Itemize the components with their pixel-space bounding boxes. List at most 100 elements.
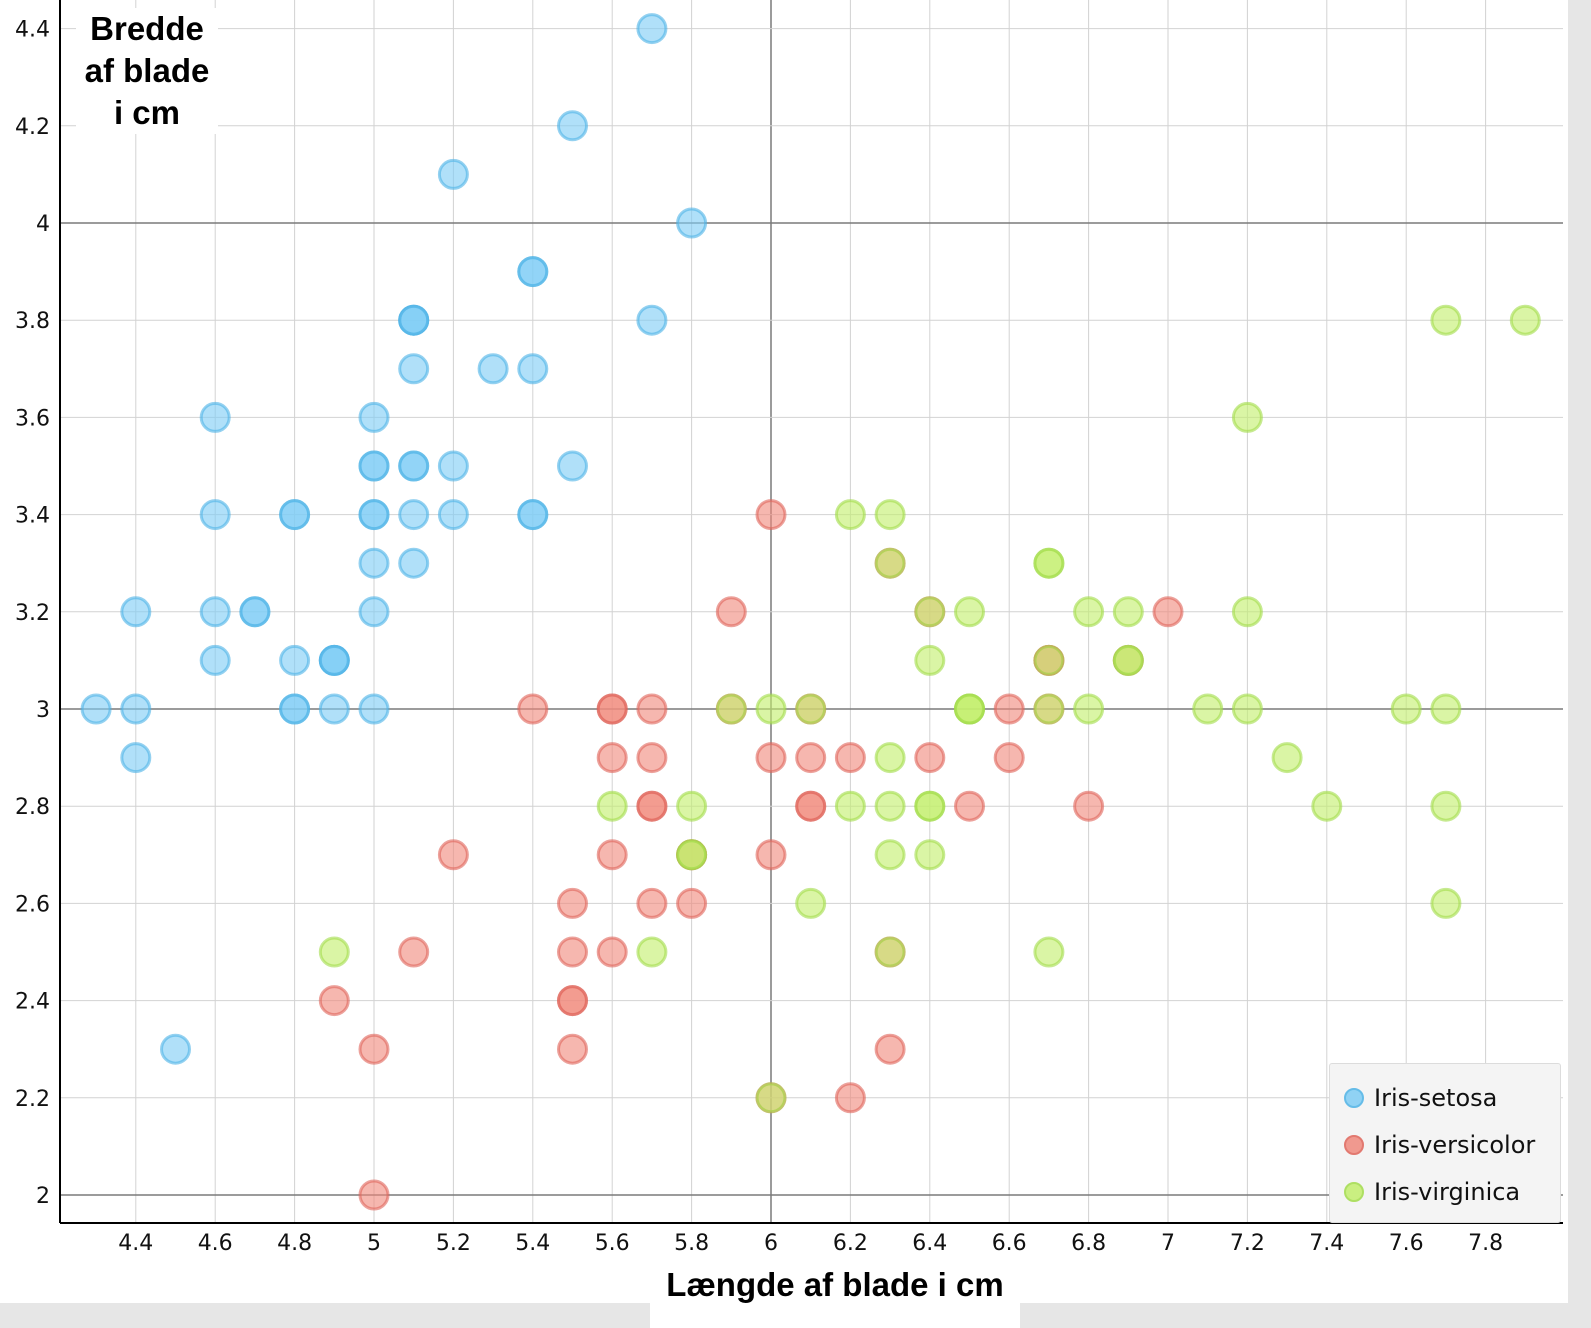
y-tick-label: 3 <box>36 698 50 723</box>
data-point-setosa <box>279 499 311 531</box>
x-tick-label: 6.6 <box>992 1231 1027 1256</box>
x-tick-label: 6 <box>764 1231 778 1256</box>
legend-item-setosa[interactable]: Iris-setosa <box>1344 1082 1497 1114</box>
data-point-setosa <box>120 742 152 774</box>
data-point-virginica <box>1390 693 1422 725</box>
window-edge <box>1568 0 1591 1328</box>
data-point-setosa <box>676 207 708 239</box>
data-point-virginica <box>795 887 827 919</box>
x-tick-label: 6.4 <box>912 1231 947 1256</box>
data-point-virginica <box>914 644 946 676</box>
data-point-versicolor <box>914 742 946 774</box>
legend-swatch-versicolor <box>1344 1135 1364 1155</box>
x-tick-label: 5.2 <box>436 1231 471 1256</box>
data-point-setosa <box>398 450 430 482</box>
data-point-versicolor <box>596 742 628 774</box>
x-tick-label: 5 <box>367 1231 381 1256</box>
data-point-setosa <box>239 596 271 628</box>
data-point-versicolor <box>993 693 1025 725</box>
data-point-virginica <box>1033 693 1065 725</box>
data-point-virginica <box>755 693 787 725</box>
data-point-virginica <box>1430 693 1462 725</box>
legend-swatch-virginica <box>1344 1182 1364 1202</box>
data-point-versicolor <box>636 887 668 919</box>
x-tick-label: 4.8 <box>277 1231 312 1256</box>
x-tick-label: 7.6 <box>1389 1231 1424 1256</box>
data-point-virginica <box>1033 547 1065 579</box>
data-point-versicolor <box>596 839 628 871</box>
data-point-versicolor <box>834 742 866 774</box>
data-point-versicolor <box>993 742 1025 774</box>
data-point-virginica <box>834 790 866 822</box>
data-point-virginica <box>795 693 827 725</box>
data-point-virginica <box>1430 304 1462 336</box>
data-point-versicolor <box>676 887 708 919</box>
data-point-virginica <box>1192 693 1224 725</box>
data-point-virginica <box>874 936 906 968</box>
data-point-virginica <box>874 790 906 822</box>
data-point-setosa <box>517 499 549 531</box>
data-point-versicolor <box>318 985 350 1017</box>
x-tick-label: 5.6 <box>595 1231 630 1256</box>
y-tick-label: 2.8 <box>15 795 50 820</box>
data-point-virginica <box>954 596 985 628</box>
legend-label: Iris-versicolor <box>1374 1131 1536 1159</box>
data-point-versicolor <box>795 742 827 774</box>
data-point-setosa <box>437 158 469 190</box>
data-point-setosa <box>160 1033 191 1065</box>
data-point-virginica <box>914 596 946 628</box>
data-point-virginica <box>1430 887 1462 919</box>
x-tick-label: 6.2 <box>833 1231 868 1256</box>
data-point-virginica <box>1311 790 1343 822</box>
data-point-versicolor <box>795 790 827 822</box>
data-point-virginica <box>1231 693 1263 725</box>
data-point-versicolor <box>557 887 588 919</box>
legend-item-virginica[interactable]: Iris-virginica <box>1344 1176 1520 1208</box>
data-point-virginica <box>676 790 708 822</box>
data-point-versicolor <box>557 1033 588 1065</box>
data-point-virginica <box>318 936 350 968</box>
y-tick-labels: 2 2.2 2.4 2.6 2.8 3 3.2 3.4 3.6 3.8 4 4.2 4.4 <box>15 18 50 1209</box>
data-point-virginica <box>874 742 906 774</box>
data-point-virginica <box>1231 401 1263 433</box>
data-point-virginica <box>874 839 906 871</box>
data-point-versicolor <box>437 839 469 871</box>
data-point-setosa <box>437 499 469 531</box>
data-point-versicolor <box>755 499 787 531</box>
data-point-virginica <box>874 547 906 579</box>
y-axis-label: Bredde af blade i cm <box>76 8 218 134</box>
data-point-setosa <box>358 693 390 725</box>
data-point-versicolor <box>358 1033 390 1065</box>
x-axis-label: Længde af blade i cm <box>650 1262 1020 1308</box>
scatter-chart: 4.4 4.6 4.8 5 5.2 5.4 5.6 5.8 6 6.2 6.4 6.6 6.8 7 7.2 7… <box>15 0 1563 1256</box>
data-point-virginica <box>1073 596 1105 628</box>
data-point-versicolor <box>874 1033 906 1065</box>
data-point-versicolor <box>1152 596 1184 628</box>
y-tick-label: 4.2 <box>15 115 50 140</box>
data-point-virginica <box>1033 936 1065 968</box>
data-point-virginica <box>1231 596 1263 628</box>
x-tick-labels: 4.4 4.6 4.8 5 5.2 5.4 5.6 5.8 6 6.2 6.4 6.6 6.8 7 7.2 7… <box>118 1231 1503 1256</box>
y-tick-label: 3.6 <box>15 406 50 431</box>
data-point-versicolor <box>954 790 985 822</box>
data-point-setosa <box>398 499 430 531</box>
data-point-virginica <box>715 693 747 725</box>
x-tick-label: 7.4 <box>1309 1231 1344 1256</box>
y-tick-label: 3.2 <box>15 601 50 626</box>
x-tick-label: 4.6 <box>198 1231 233 1256</box>
legend: Iris-setosa Iris-versicolor Iris-virgini… <box>1329 1063 1561 1223</box>
data-point-setosa <box>318 693 350 725</box>
legend-swatch-setosa <box>1344 1088 1364 1108</box>
data-point-setosa <box>199 401 231 433</box>
x-tick-label: 5.4 <box>515 1231 550 1256</box>
data-point-setosa <box>199 644 231 676</box>
data-point-virginica <box>914 790 946 822</box>
data-point-setosa <box>398 353 430 385</box>
data-point-virginica <box>636 936 668 968</box>
data-point-versicolor <box>557 936 588 968</box>
legend-item-versicolor[interactable]: Iris-versicolor <box>1344 1129 1535 1161</box>
data-point-setosa <box>358 596 390 628</box>
data-point-virginica <box>1509 304 1541 336</box>
data-point-versicolor <box>834 1082 866 1114</box>
data-point-versicolor <box>596 936 628 968</box>
